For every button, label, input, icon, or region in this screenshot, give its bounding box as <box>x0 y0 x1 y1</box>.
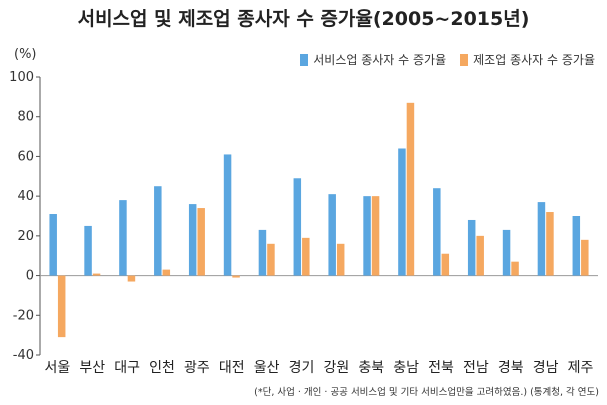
bar-manufacturing <box>92 273 101 276</box>
bar-manufacturing <box>162 269 171 276</box>
chart-title: 서비스업 및 제조업 종사자 수 증가율(2005~2015년) <box>77 8 530 30</box>
bar-service <box>433 188 441 276</box>
bar-manufacturing <box>441 253 450 276</box>
x-category-label: 전남 <box>463 360 489 376</box>
bar-manufacturing <box>406 102 415 276</box>
legend: 서비스업 종사자 수 증가율 제조업 종사자 수 증가율 <box>300 51 595 68</box>
legend-label-service: 서비스업 종사자 수 증가율 <box>313 53 447 67</box>
x-category-label: 충북 <box>358 360 384 376</box>
bar-service <box>572 216 581 276</box>
bar-service <box>119 200 127 276</box>
x-category-label: 광주 <box>184 360 210 376</box>
x-category-label: 전북 <box>428 360 454 376</box>
x-category-label: 서울 <box>45 360 71 376</box>
legend-swatch-manufacturing <box>460 53 469 66</box>
x-category-label: 경북 <box>498 360 524 376</box>
x-category-label: 강원 <box>324 360 350 376</box>
bar-service <box>467 219 476 276</box>
x-category-label: 대전 <box>219 360 245 376</box>
y-tick-label: 0 <box>26 269 34 284</box>
x-category-label: 울산 <box>254 360 280 376</box>
x-category-label: 부산 <box>79 360 105 376</box>
bar-manufacturing <box>267 243 275 276</box>
bar-service <box>188 204 197 276</box>
legend-swatch-service <box>300 53 309 66</box>
bar-service <box>258 229 267 276</box>
bar-manufacturing <box>127 275 136 282</box>
y-axis-unit: (%) <box>14 47 37 62</box>
y-tick-label: 60 <box>17 149 34 164</box>
bar-service <box>84 225 92 276</box>
bar-service <box>502 229 511 276</box>
bar-service <box>223 154 232 276</box>
y-tick-label: -20 <box>13 308 34 323</box>
bar-service <box>328 194 336 276</box>
bar-service <box>398 148 406 276</box>
legend-item-service: 서비스업 종사자 수 증가율 <box>300 51 446 68</box>
y-tick-label: 20 <box>17 229 34 244</box>
footnote: (*단, 사업 · 개인 · 공공 서비스업 및 기타 서비스업만을 고려하였음… <box>254 387 599 398</box>
y-tick-label: 100 <box>9 70 34 85</box>
bar-manufacturing <box>57 275 66 338</box>
bar-manufacturing <box>476 235 484 276</box>
bar-manufacturing <box>302 237 310 276</box>
bar-manufacturing <box>197 208 205 276</box>
y-tick-label: 40 <box>17 189 34 204</box>
bar-service <box>363 196 371 276</box>
x-category-label: 충남 <box>393 360 419 376</box>
y-tick-label: -40 <box>13 348 34 363</box>
bar-service <box>293 178 302 276</box>
x-category-label: 경기 <box>289 360 315 376</box>
bar-manufacturing <box>336 243 345 276</box>
bar-service <box>49 214 57 276</box>
legend-item-manufacturing: 제조업 종사자 수 증가율 <box>460 51 595 68</box>
x-category-label: 제주 <box>568 360 594 376</box>
bar-manufacturing <box>232 275 240 278</box>
y-tick-label: 80 <box>17 110 34 125</box>
x-category-label: 대구 <box>114 360 140 376</box>
x-category-label: 경남 <box>533 360 559 376</box>
bar-service <box>154 186 162 276</box>
legend-label-manufacturing: 제조업 종사자 수 증가율 <box>473 53 595 67</box>
bar-manufacturing <box>546 212 554 276</box>
x-category-label: 인천 <box>149 360 175 376</box>
bar-manufacturing <box>511 261 519 276</box>
bar-service <box>537 202 546 276</box>
bar-manufacturing <box>371 196 380 276</box>
bar-manufacturing <box>581 239 589 276</box>
